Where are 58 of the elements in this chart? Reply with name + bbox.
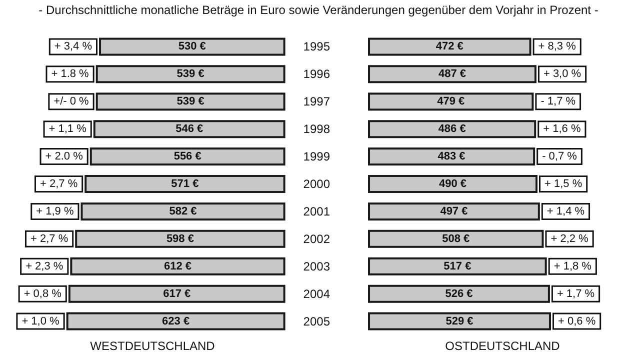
annotation: + 2,3 %: [26, 260, 64, 272]
data-label: 497 €: [440, 205, 468, 218]
annotation: + 1,7 %: [556, 288, 595, 300]
y-tick-label: 2002: [303, 232, 330, 246]
annotation: + 2,2 %: [550, 232, 589, 245]
data-label: 530 €: [178, 40, 206, 53]
y-tick-label: 2003: [303, 259, 330, 274]
data-label: 539 €: [176, 96, 204, 108]
data-label: 486 €: [438, 123, 466, 136]
annotation: + 1,9 %: [36, 205, 74, 218]
annotation: + 0,8 %: [24, 288, 62, 300]
y-tick-label: 1997: [303, 94, 330, 109]
annotation: + 3,0 %: [543, 68, 582, 80]
data-label: 508 €: [442, 232, 470, 245]
data-label: 556 €: [174, 150, 202, 163]
x-axis-title: OSTDEUTSCHLAND: [445, 339, 560, 353]
annotation: + 2,7 %: [40, 178, 78, 190]
annotation: + 1,4 %: [546, 205, 585, 218]
annotation: +/- 0 %: [54, 96, 90, 108]
data-label: 617 €: [163, 288, 191, 300]
y-tick-label: 1998: [303, 122, 330, 136]
data-label: 517 €: [444, 260, 472, 272]
annotation: + 8,3 %: [538, 40, 576, 53]
annotation: + 1,6 %: [543, 123, 581, 136]
data-label: 546 €: [176, 123, 204, 136]
annotation: + 1,1 %: [48, 123, 87, 136]
x-axis-title: WESTDEUTSCHLAND: [90, 339, 216, 353]
y-tick-label: 2005: [303, 314, 330, 328]
data-label: 483 €: [438, 150, 466, 163]
data-label: 479 €: [437, 96, 465, 108]
y-tick-label: 1999: [303, 150, 330, 164]
y-tick-label: 2004: [303, 286, 330, 301]
annotation: + 1,0 %: [22, 315, 60, 328]
y-tick-label: 1996: [303, 67, 330, 82]
annotation: - 0,7 %: [542, 150, 578, 163]
data-label: 472 €: [436, 40, 464, 53]
data-label: 526 €: [445, 288, 473, 300]
annotation: + 2,7 %: [30, 232, 68, 245]
annotation: + 0,6 %: [558, 315, 596, 328]
data-label: 571 €: [171, 178, 199, 190]
data-label: 487 €: [438, 68, 466, 80]
data-label: 529 €: [446, 315, 474, 328]
annotation: + 3,4 %: [54, 40, 92, 53]
annotation: + 1,8 %: [554, 260, 592, 272]
text: - Durchschnittliche monatliche Beträge in Euro sowie Veränderungen gegenüber dem Vorjahr in Prozent -: [38, 3, 600, 17]
annotation: - 1,7 %: [540, 96, 576, 108]
annotation: + 1.8 %: [51, 68, 90, 80]
data-label: 612 €: [164, 260, 192, 272]
data-label: 490 €: [438, 178, 467, 190]
annotation: + 1,5 %: [544, 178, 582, 190]
data-label: 582 €: [169, 205, 197, 218]
annotation: + 2.0 %: [45, 150, 84, 163]
y-tick-label: 2001: [303, 204, 330, 218]
data-label: 598 €: [166, 232, 194, 245]
y-tick-label: 1995: [303, 40, 330, 54]
data-label: 539 €: [176, 68, 204, 80]
y-tick-label: 2000: [303, 177, 330, 191]
data-label: 623 €: [162, 315, 190, 328]
